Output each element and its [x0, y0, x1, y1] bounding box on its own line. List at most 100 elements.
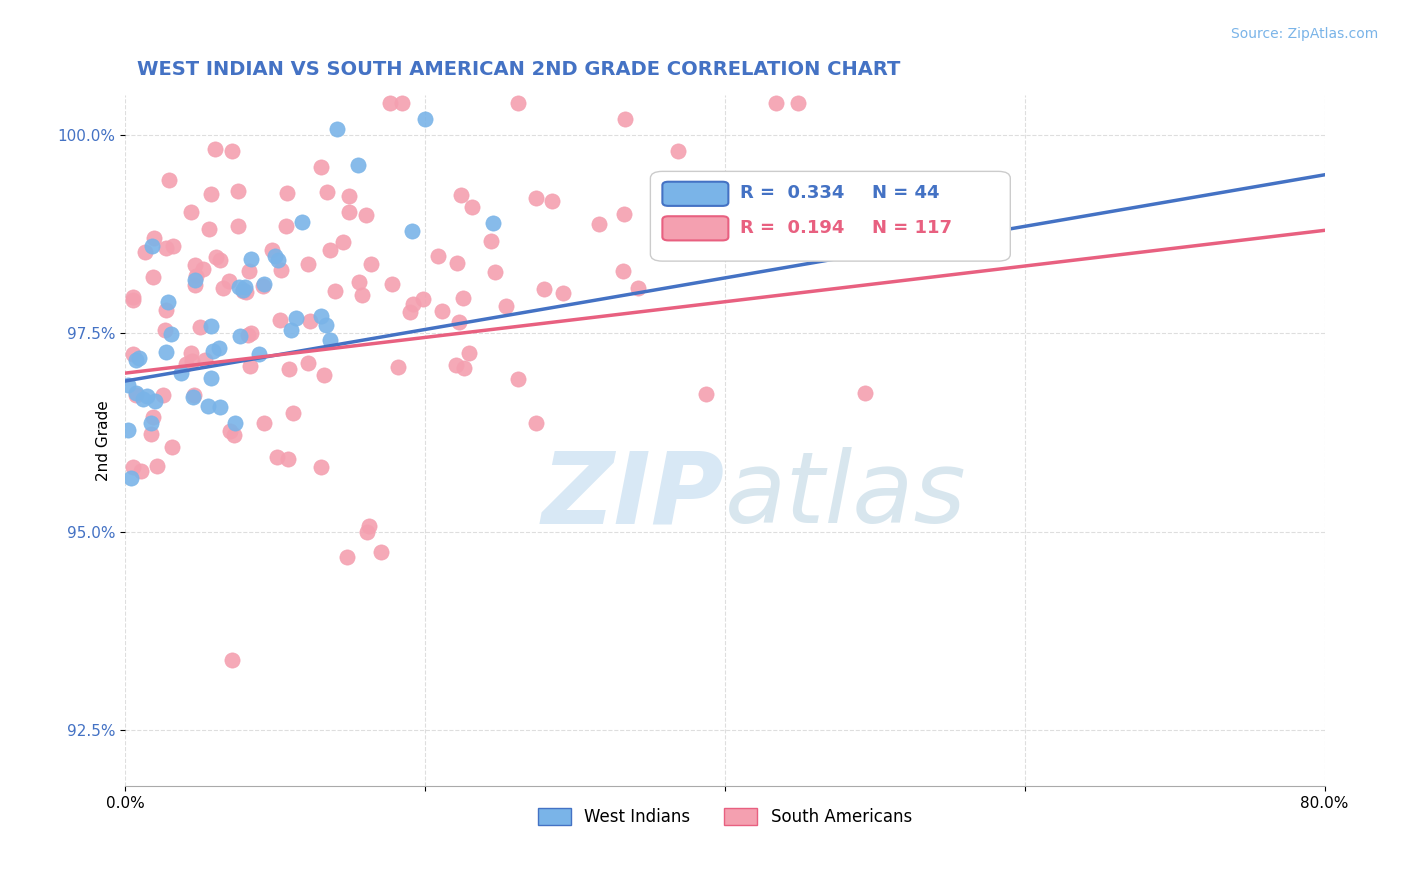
Point	[238, 263, 260, 277]
Text: ZIP: ZIP	[541, 447, 724, 544]
Point	[204, 142, 226, 156]
Point	[226, 219, 249, 233]
Point	[153, 322, 176, 336]
Point	[370, 544, 392, 558]
Point	[139, 427, 162, 442]
Point	[157, 172, 180, 186]
Point	[354, 209, 377, 223]
Point	[176, 358, 198, 372]
Point	[314, 368, 336, 383]
Point	[359, 519, 381, 533]
Point	[360, 257, 382, 271]
Point	[239, 326, 262, 340]
Point	[283, 406, 305, 420]
Point	[191, 261, 214, 276]
Point	[315, 318, 337, 333]
Point	[122, 347, 145, 361]
Legend: West Indians, South Americans: West Indians, South Americans	[531, 801, 918, 832]
Point	[218, 274, 240, 288]
Point	[221, 653, 243, 667]
Point	[457, 346, 479, 360]
Point	[249, 347, 271, 361]
Point	[238, 328, 260, 343]
Text: Source: ZipAtlas.com: Source: ZipAtlas.com	[1230, 27, 1378, 41]
Point	[277, 452, 299, 467]
Point	[239, 359, 262, 373]
Point	[533, 282, 555, 296]
Point	[141, 416, 163, 430]
Point	[181, 390, 204, 404]
Point	[309, 459, 332, 474]
Point	[232, 284, 254, 298]
Point	[202, 344, 225, 359]
Point	[668, 144, 690, 158]
Point	[117, 423, 139, 437]
Point	[209, 400, 232, 414]
Point	[553, 285, 575, 300]
Point	[200, 186, 222, 201]
FancyBboxPatch shape	[662, 182, 728, 206]
Point	[180, 205, 202, 219]
Point	[274, 219, 297, 233]
Point	[180, 346, 202, 360]
Point	[412, 292, 434, 306]
Point	[197, 222, 219, 236]
Point	[453, 361, 475, 376]
Point	[200, 371, 222, 385]
Point	[122, 290, 145, 304]
Point	[336, 549, 359, 564]
Point	[291, 215, 314, 229]
Point	[332, 235, 354, 249]
Text: N = 44: N = 44	[872, 185, 939, 202]
Point	[152, 387, 174, 401]
Text: atlas: atlas	[724, 447, 966, 544]
Point	[142, 269, 165, 284]
Point	[117, 377, 139, 392]
Point	[526, 191, 548, 205]
Point	[280, 323, 302, 337]
Point	[128, 351, 150, 365]
Point	[155, 302, 177, 317]
Point	[224, 428, 246, 442]
Point	[269, 313, 291, 327]
Point	[285, 311, 308, 326]
Y-axis label: 2nd Grade: 2nd Grade	[96, 401, 111, 481]
Point	[484, 264, 506, 278]
Point	[125, 385, 148, 400]
Point	[186, 269, 208, 284]
Point	[387, 360, 409, 375]
Point	[145, 394, 167, 409]
Point	[240, 252, 263, 267]
Point	[188, 319, 211, 334]
Point	[267, 252, 290, 267]
Point	[136, 389, 159, 403]
Point	[208, 341, 231, 355]
Point	[204, 250, 226, 264]
Point	[183, 388, 205, 402]
Point	[430, 304, 453, 318]
Point	[219, 424, 242, 438]
Point	[155, 241, 177, 255]
Point	[337, 204, 360, 219]
Point	[401, 224, 423, 238]
Point	[132, 392, 155, 406]
Text: R =  0.334: R = 0.334	[741, 185, 845, 202]
Point	[444, 359, 467, 373]
Point	[134, 245, 156, 260]
Point	[446, 256, 468, 270]
Point	[184, 273, 207, 287]
Point	[319, 243, 342, 257]
Text: WEST INDIAN VS SOUTH AMERICAN 2ND GRADE CORRELATION CHART: WEST INDIAN VS SOUTH AMERICAN 2ND GRADE …	[136, 60, 900, 78]
Point	[613, 112, 636, 126]
Point	[319, 333, 342, 347]
Point	[262, 243, 284, 257]
Point	[402, 297, 425, 311]
Point	[399, 305, 422, 319]
Point	[297, 257, 319, 271]
Point	[278, 361, 301, 376]
Point	[524, 416, 547, 430]
Point	[184, 278, 207, 293]
Point	[125, 352, 148, 367]
Point	[506, 372, 529, 386]
Point	[162, 440, 184, 454]
